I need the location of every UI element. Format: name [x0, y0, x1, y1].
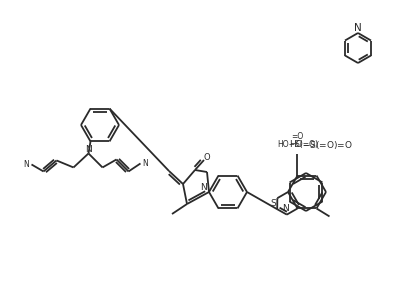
Text: N: N: [142, 159, 148, 168]
Text: N: N: [24, 160, 29, 169]
Text: N: N: [200, 183, 207, 191]
Text: N: N: [282, 204, 288, 213]
Text: HO: HO: [288, 140, 302, 149]
Text: $-$S(=O)=O: $-$S(=O)=O: [302, 138, 353, 151]
Text: N: N: [353, 23, 361, 33]
Text: HO−S(=O): HO−S(=O): [276, 140, 317, 149]
Text: N: N: [85, 145, 92, 154]
Text: S: S: [270, 199, 276, 208]
Text: O: O: [203, 153, 210, 161]
Text: =O: =O: [291, 132, 303, 141]
